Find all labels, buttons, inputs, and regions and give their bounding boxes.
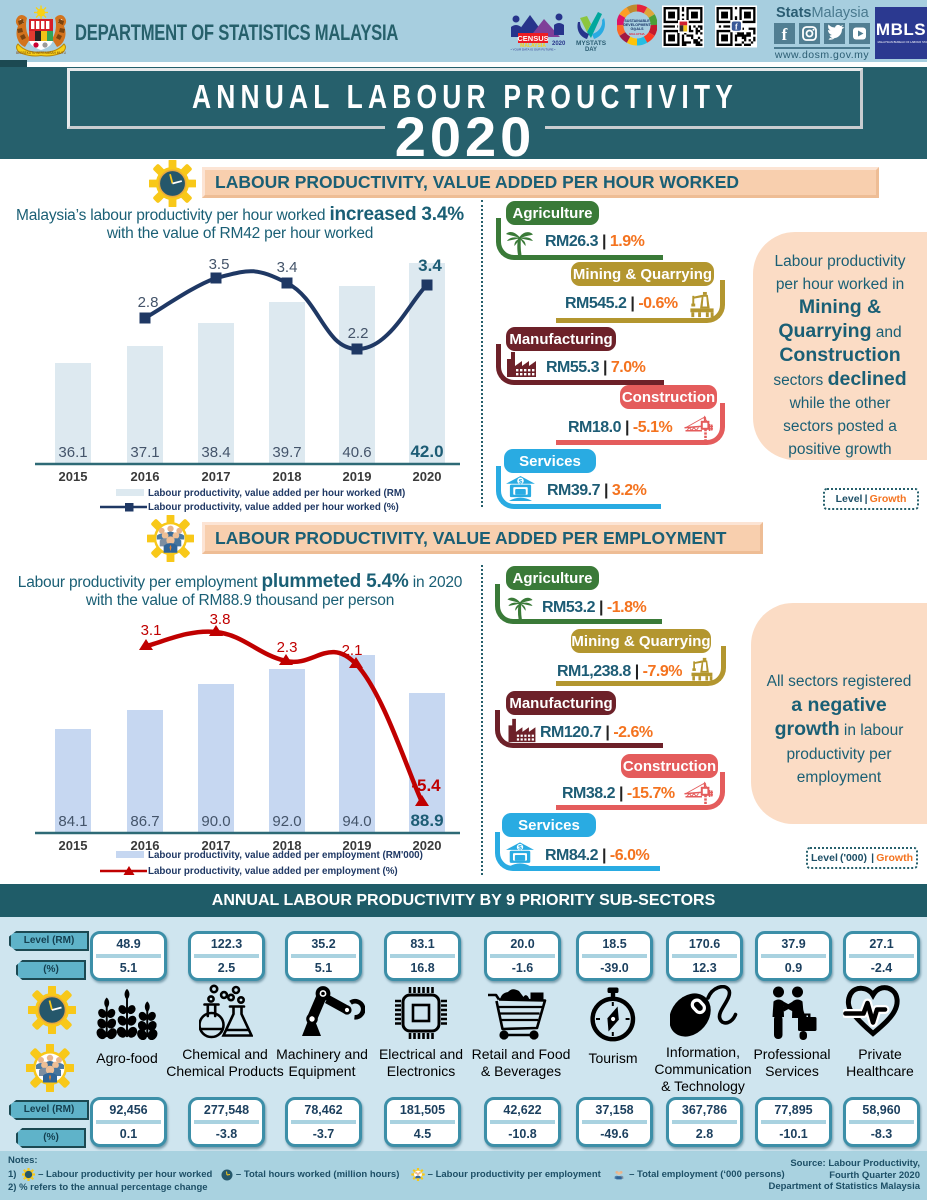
svg-text:88.9: 88.9 [410, 811, 443, 830]
svg-text:86.7: 86.7 [130, 813, 159, 830]
svg-text:MYSTATS: MYSTATS [576, 40, 607, 47]
svg-text:2017: 2017 [202, 469, 231, 484]
svg-text:Labour productivity, value add: Labour productivity, value added per hou… [148, 502, 399, 513]
svg-text:$: $ [518, 844, 522, 851]
svg-text:40.6: 40.6 [342, 444, 371, 461]
svg-text:DEVELOPMENT: DEVELOPMENT [623, 23, 651, 27]
svg-text:2017: 2017 [202, 838, 231, 853]
svg-text:2016: 2016 [131, 838, 160, 853]
svg-text:• YOUR DATA IS OUR FUTURE •: • YOUR DATA IS OUR FUTURE • [511, 48, 556, 52]
svg-text:SUSTAINABLE: SUSTAINABLE [624, 19, 650, 23]
svg-text:www.dosm.gov.my: www.dosm.gov.my [774, 49, 869, 60]
svg-text:39.7: 39.7 [272, 444, 301, 461]
svg-text:2.8: 2.8 [138, 294, 159, 311]
svg-text:2019: 2019 [343, 469, 372, 484]
svg-text:f: f [735, 23, 738, 32]
svg-text:38.4: 38.4 [201, 444, 230, 461]
svg-text:DAY: DAY [585, 47, 597, 51]
svg-text:2015: 2015 [59, 469, 88, 484]
svg-text:$: $ [519, 478, 523, 485]
svg-text:92.0: 92.0 [272, 813, 301, 830]
svg-text:94.0: 94.0 [342, 813, 371, 830]
svg-text:2019: 2019 [343, 838, 372, 853]
svg-text:2.2: 2.2 [348, 325, 369, 342]
svg-text:3.4: 3.4 [277, 259, 298, 276]
svg-text:2020: 2020 [552, 41, 566, 47]
svg-text:MALAYSIA: MALAYSIA [520, 43, 546, 49]
svg-text:2016: 2016 [131, 469, 160, 484]
svg-text:Labour productivity, value add: Labour productivity, value added per emp… [148, 850, 423, 861]
svg-text:BERSEKUTU BERTAMBAH MUTU: BERSEKUTU BERTAMBAH MUTU [16, 51, 67, 55]
svg-text:3.8: 3.8 [210, 611, 231, 628]
svg-text:37.1: 37.1 [130, 444, 159, 461]
svg-text:2018: 2018 [273, 838, 302, 853]
svg-text:-5.4: -5.4 [411, 776, 441, 795]
svg-text:3.1: 3.1 [141, 622, 162, 639]
svg-text:f: f [782, 25, 788, 44]
svg-text:2.1: 2.1 [342, 642, 363, 659]
svg-text:Labour productivity, value add: Labour productivity, value added per emp… [148, 866, 398, 877]
svg-text:84.1: 84.1 [58, 813, 87, 830]
svg-text:Labour productivity, value add: Labour productivity, value added per hou… [148, 488, 405, 499]
svg-text:2018: 2018 [273, 469, 302, 484]
svg-text:3.4: 3.4 [418, 256, 442, 275]
svg-text:MALAYSIA: MALAYSIA [629, 32, 645, 36]
svg-text:3.5: 3.5 [209, 256, 230, 273]
svg-text:CENSUS: CENSUS [517, 34, 548, 43]
svg-text:90.0: 90.0 [201, 813, 230, 830]
svg-text:42.0: 42.0 [410, 442, 443, 461]
svg-text:2020: 2020 [413, 838, 442, 853]
svg-text:G◎ALS: G◎ALS [630, 27, 644, 31]
svg-text:2020: 2020 [413, 469, 442, 484]
svg-text:36.1: 36.1 [58, 444, 87, 461]
svg-text:2015: 2015 [59, 838, 88, 853]
svg-text:2.3: 2.3 [277, 639, 298, 656]
